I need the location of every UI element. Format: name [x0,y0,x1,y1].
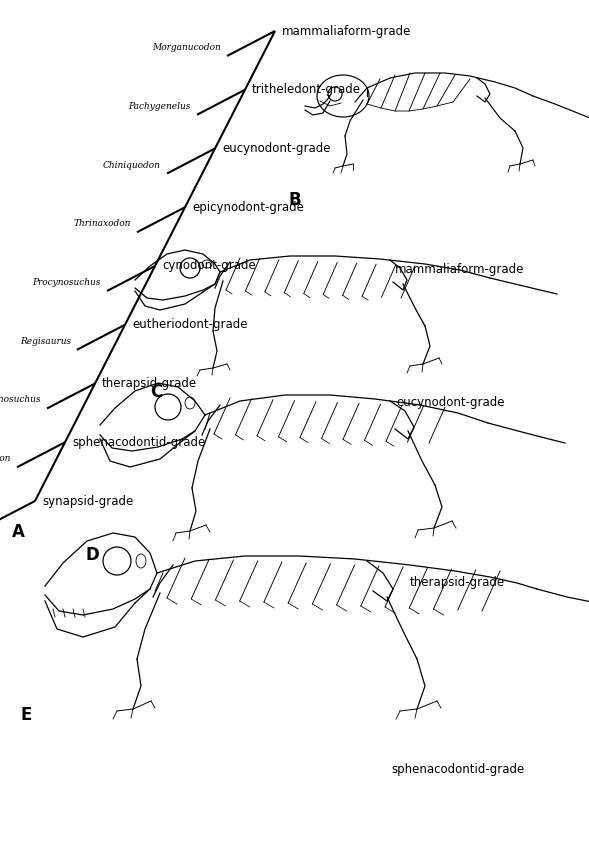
Text: B: B [288,191,300,209]
Text: sphenacodontid-grade: sphenacodontid-grade [72,436,205,448]
Text: D: D [85,546,99,564]
Text: Pachygenelus: Pachygenelus [128,102,191,111]
Text: E: E [20,706,31,724]
Text: epicynodont-grade: epicynodont-grade [192,201,304,214]
Text: Procynosuchus: Procynosuchus [32,278,101,287]
Text: eutheriodont-grade: eutheriodont-grade [132,318,247,331]
Text: therapsid-grade: therapsid-grade [410,576,505,589]
Text: Biarmosuchus: Biarmosuchus [0,396,41,404]
Text: A: A [12,523,25,541]
Text: synapsid-grade: synapsid-grade [42,494,133,507]
Text: eucynodont-grade: eucynodont-grade [222,142,330,155]
Text: eucynodont-grade: eucynodont-grade [396,396,505,409]
Text: Morganucodon: Morganucodon [152,43,221,52]
Text: mammaliaform-grade: mammaliaform-grade [395,263,525,276]
Text: Sphenacodon: Sphenacodon [0,454,11,463]
Text: mammaliaform-grade: mammaliaform-grade [282,25,411,37]
Text: Thrinaxodon: Thrinaxodon [74,220,131,228]
Text: sphenacodontid-grade: sphenacodontid-grade [392,763,525,776]
Text: Chiniquodon: Chiniquodon [103,161,161,169]
Text: C: C [150,383,162,401]
Text: Regisaurus: Regisaurus [20,337,71,346]
Text: tritheledont-grade: tritheledont-grade [252,83,361,96]
Text: cynodont-grade: cynodont-grade [162,260,256,272]
Text: therapsid-grade: therapsid-grade [102,377,197,390]
